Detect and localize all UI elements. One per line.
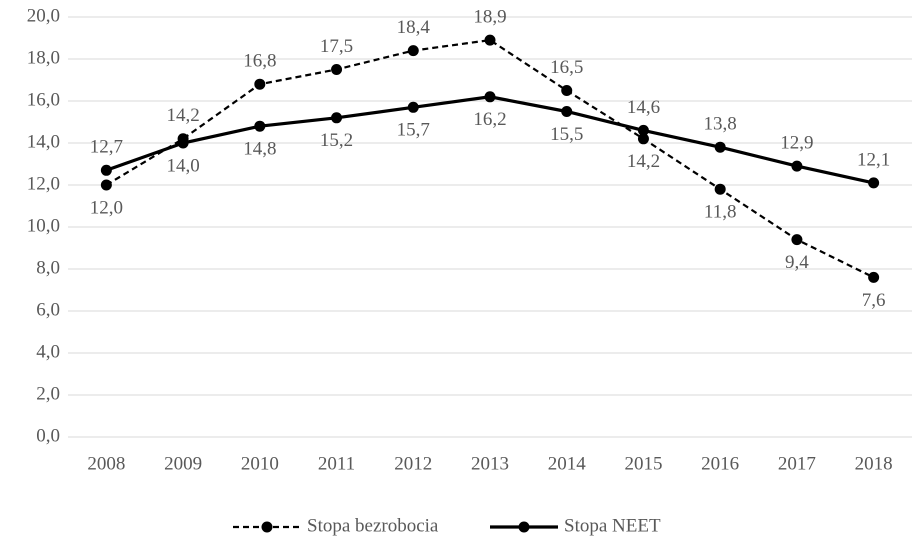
data-point — [407, 45, 419, 57]
data-label: 7,6 — [862, 290, 886, 311]
x-tick-label: 2018 — [855, 453, 893, 474]
x-tick-label: 2010 — [241, 453, 279, 474]
data-label: 18,9 — [473, 6, 506, 27]
data-point — [561, 85, 573, 96]
data-point — [331, 112, 343, 124]
y-tick-label: 18,0 — [27, 47, 60, 68]
data-label: 13,8 — [704, 114, 737, 135]
y-tick-label: 6,0 — [36, 299, 60, 320]
x-tick-label: 2008 — [87, 453, 125, 474]
data-label: 15,2 — [320, 130, 353, 151]
y-tick-label: 8,0 — [36, 257, 60, 278]
x-tick-label: 2013 — [471, 453, 509, 474]
data-label: 18,4 — [397, 17, 431, 38]
series-line — [105, 38, 875, 279]
data-label: 14,6 — [627, 97, 660, 118]
data-label: 15,7 — [397, 120, 430, 141]
data-label: 11,8 — [704, 202, 737, 223]
data-point — [714, 183, 726, 195]
x-tick-label: 2017 — [778, 453, 816, 474]
data-point — [714, 141, 726, 153]
data-label: 9,4 — [785, 252, 809, 273]
data-point — [791, 234, 803, 246]
x-tick-label: 2014 — [548, 453, 587, 474]
data-point — [177, 137, 189, 149]
data-label: 16,2 — [473, 109, 506, 130]
data-label: 14,0 — [166, 155, 199, 176]
data-label: 14,2 — [166, 105, 199, 126]
data-point — [637, 124, 649, 136]
data-label: 17,5 — [320, 36, 353, 57]
data-point — [637, 133, 649, 145]
data-label: 16,8 — [243, 51, 276, 72]
data-label: 12,0 — [90, 197, 123, 218]
y-tick-label: 14,0 — [27, 131, 60, 152]
data-label: 15,5 — [550, 124, 583, 145]
data-point — [407, 101, 419, 113]
y-tick-label: 10,0 — [27, 215, 60, 236]
x-tick-label: 2009 — [164, 453, 202, 474]
y-tick-label: 12,0 — [27, 173, 60, 194]
x-tick-label: 2016 — [701, 453, 739, 474]
data-label: 16,5 — [550, 57, 583, 78]
x-tick-label: 2015 — [624, 453, 662, 474]
data-point — [868, 271, 880, 283]
data-point — [100, 164, 112, 176]
legend-label: Stopa bezrobocia — [307, 515, 439, 536]
data-point — [484, 91, 496, 103]
legend-marker — [261, 521, 273, 533]
data-point — [484, 34, 496, 46]
data-point — [254, 120, 266, 132]
x-tick-label: 2011 — [318, 453, 355, 474]
y-tick-label: 20,0 — [27, 5, 60, 26]
data-point — [561, 106, 573, 117]
y-tick-label: 0,0 — [36, 425, 60, 446]
x-tick-label: 2012 — [394, 453, 432, 474]
data-point — [331, 64, 343, 75]
legend-label: Stopa NEET — [564, 515, 661, 536]
y-tick-label: 2,0 — [36, 383, 60, 404]
data-label: 12,1 — [857, 149, 890, 170]
data-point — [791, 160, 803, 172]
data-point — [868, 177, 880, 189]
legend-marker — [518, 521, 530, 533]
data-point — [100, 179, 112, 191]
data-label: 12,7 — [90, 137, 123, 158]
data-point — [254, 78, 266, 90]
data-label: 12,9 — [780, 132, 813, 153]
data-label: 14,8 — [243, 139, 276, 160]
y-tick-label: 16,0 — [27, 89, 60, 110]
data-label: 14,2 — [627, 151, 660, 172]
y-tick-label: 4,0 — [36, 341, 60, 362]
